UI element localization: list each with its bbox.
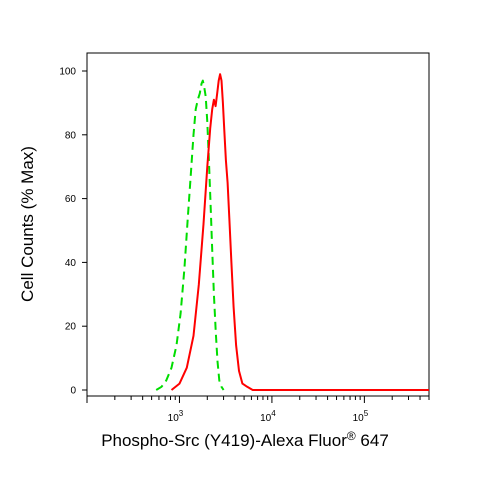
- x-tick-label: 104: [260, 409, 276, 424]
- x-axis-title: Phospho-Src (Y419)-Alexa Fluor® 647: [101, 429, 389, 450]
- y-tick-label: 40: [65, 258, 77, 269]
- series-solid-red-line: [170, 73, 429, 391]
- y-axis-ticks: 0 20 40 60 80 100: [59, 67, 87, 397]
- y-tick-label: 0: [70, 386, 76, 397]
- y-tick-label: 80: [65, 130, 77, 141]
- x-axis-ticks: 103 104 105: [86, 396, 430, 424]
- plot-frame: [86, 52, 430, 397]
- y-tick-label: 60: [65, 194, 77, 205]
- series-dashed-green-line: [155, 79, 225, 391]
- y-tick-label: 100: [59, 67, 76, 78]
- y-axis-title: Cell Counts (% Max): [18, 146, 37, 302]
- series-layer: [155, 73, 429, 391]
- x-tick-label: 103: [168, 409, 184, 424]
- x-axis-title-suffix: 647: [356, 431, 389, 450]
- x-tick-label: 105: [353, 409, 369, 424]
- x-axis-title-main: Phospho-Src (Y419)-Alexa Fluor: [101, 431, 347, 450]
- y-tick-label: 20: [65, 322, 77, 333]
- x-axis-title-registered-mark: ®: [347, 429, 356, 443]
